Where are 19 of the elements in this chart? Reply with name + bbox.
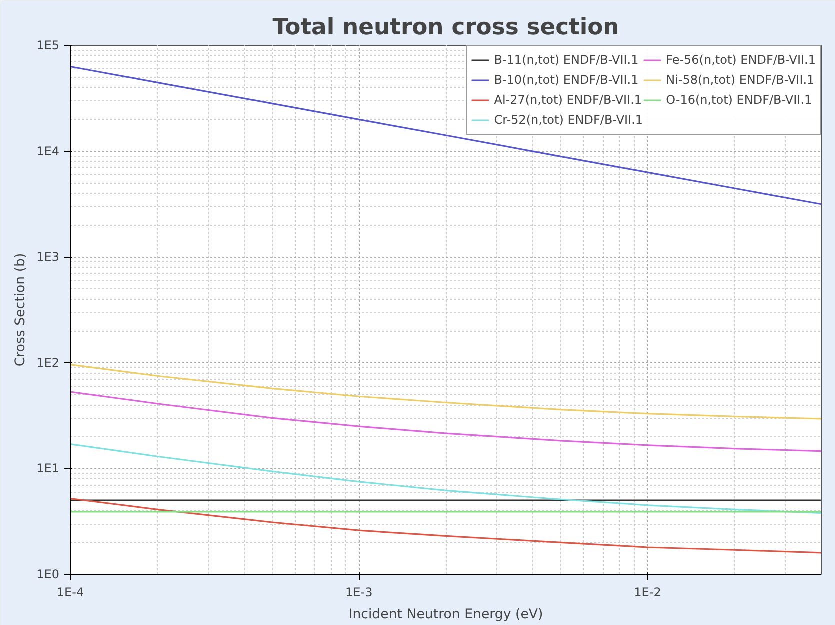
legend-label: Fe-56(n,tot) ENDF/B-VII.1 <box>666 53 816 67</box>
x-tick-label: 1E-3 <box>346 586 373 600</box>
y-tick-label: 1E3 <box>36 250 60 264</box>
x-tick-label: 1E-2 <box>634 586 662 600</box>
chart-title: Total neutron cross section <box>272 14 620 40</box>
legend-label: B-11(n,tot) ENDF/B-VII.1 <box>494 53 639 67</box>
y-tick-label: 1E0 <box>36 568 60 582</box>
y-tick-label: 1E5 <box>36 38 60 52</box>
y-tick-label: 1E2 <box>36 356 60 370</box>
legend-label: B-10(n,tot) ENDF/B-VII.1 <box>494 73 639 87</box>
x-axis-title: Incident Neutron Energy (eV) <box>348 608 544 622</box>
legend-label: Al-27(n,tot) ENDF/B-VII.1 <box>494 93 642 107</box>
y-axis-title: Cross Section (b) <box>14 253 29 367</box>
legend-label: O-16(n,tot) ENDF/B-VII.1 <box>666 93 812 107</box>
x-tick-label: 1E-4 <box>56 586 84 600</box>
y-tick-label: 1E1 <box>36 462 60 476</box>
y-tick-label: 1E4 <box>36 144 60 158</box>
legend-label: Ni-58(n,tot) ENDF/B-VII.1 <box>666 73 815 87</box>
legend-label: Cr-52(n,tot) ENDF/B-VII.1 <box>494 113 644 127</box>
